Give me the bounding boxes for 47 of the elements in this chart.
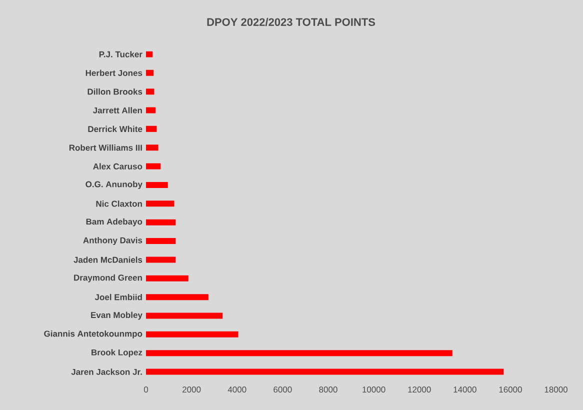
bar: [146, 219, 176, 226]
x-tick-label: 8000: [319, 386, 338, 393]
y-tick-label: Herbert Jones: [86, 70, 142, 76]
x-tick-label: 18000: [544, 386, 568, 393]
bar: [146, 88, 154, 95]
x-tick-label: 4000: [228, 386, 246, 393]
bar: [146, 331, 238, 338]
bar: [146, 200, 174, 207]
bar: [146, 107, 156, 114]
x-tick-label: 6000: [274, 386, 292, 393]
y-tick-label: Bam Adebayo: [86, 218, 142, 226]
y-tick-label: Giannis Antetokounmpo: [44, 330, 142, 338]
y-tick-label: Dillon Brooks: [88, 88, 142, 95]
bar: [146, 144, 158, 151]
y-tick-label: Nic Claxton: [96, 200, 142, 207]
chart-title: DPOY 2022/2023 TOTAL POINTS: [207, 18, 376, 26]
x-tick-label: 2000: [182, 386, 201, 393]
x-tick-label: 12000: [408, 386, 431, 393]
y-tick-label: Alex Caruso: [93, 163, 142, 170]
bar: [146, 256, 176, 263]
y-tick-label: P.J. Tucker: [99, 51, 142, 58]
y-tick-label: Jaren Jackson Jr.: [71, 368, 142, 375]
bar: [146, 238, 176, 244]
y-tick-label: O.G. Anunoby: [86, 181, 142, 189]
y-tick-label: Robert Williams III: [69, 144, 142, 151]
bar: [146, 350, 452, 356]
y-tick-label: Evan Mobley: [91, 312, 142, 320]
bar: [146, 51, 153, 58]
bar: [146, 70, 154, 76]
x-tick-label: 0: [144, 386, 148, 393]
bar: [146, 294, 208, 300]
bar: [146, 368, 504, 375]
y-tick-label: Jarrett Allen: [92, 107, 142, 114]
bar: [146, 182, 168, 188]
y-tick-label: Brook Lopez: [92, 349, 142, 358]
bar: [146, 163, 161, 170]
y-tick-label: Anthony Davis: [83, 237, 142, 245]
y-tick-label: Draymond Green: [74, 274, 142, 282]
x-tick-label: 14000: [454, 386, 476, 393]
x-tick-label: 10000: [362, 386, 386, 393]
y-tick-label: Joel Embiid: [94, 294, 142, 300]
bar: [146, 126, 157, 132]
x-tick-label: 16000: [499, 386, 522, 393]
bar: [146, 275, 188, 282]
y-tick-label: Jaden McDaniels: [74, 256, 142, 263]
y-tick-label: Derrick White: [88, 126, 142, 132]
bar: [146, 312, 223, 319]
